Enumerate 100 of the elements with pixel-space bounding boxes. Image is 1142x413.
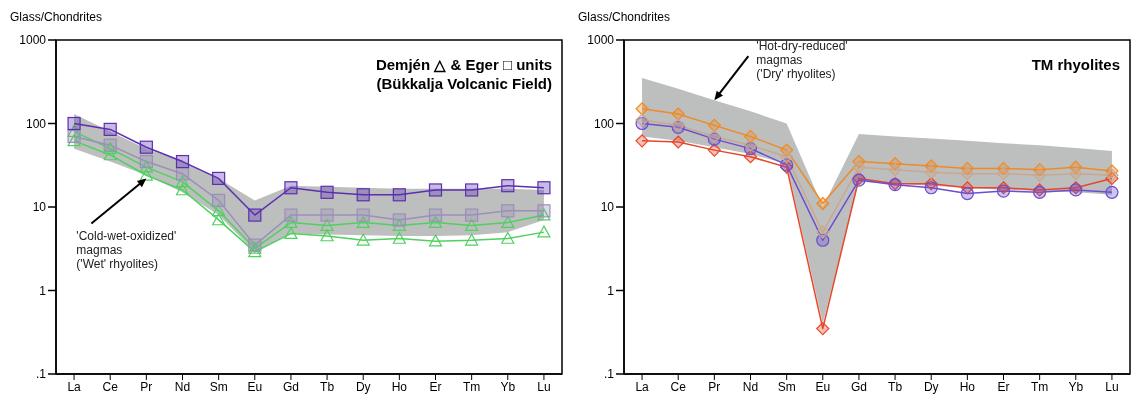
- point: [671, 135, 685, 149]
- y-axis-title: Glass/Chondrites: [10, 10, 103, 24]
- point: [707, 118, 721, 132]
- point: [1069, 167, 1083, 181]
- x-tick-label: Lu: [1105, 379, 1119, 394]
- point: [888, 163, 902, 177]
- point: [428, 234, 443, 247]
- point: [671, 107, 685, 121]
- point: [635, 134, 649, 148]
- point: [537, 181, 551, 195]
- point: [635, 113, 649, 127]
- point: [212, 213, 226, 226]
- x-tick-label: Yb: [500, 379, 516, 394]
- point: [392, 213, 406, 227]
- y-tick-label: 100: [25, 116, 47, 131]
- point: [501, 216, 515, 229]
- point: [356, 208, 370, 222]
- x-tick-label: Ho: [391, 379, 408, 394]
- point: [465, 218, 479, 231]
- x-tick-label: Sm: [209, 379, 228, 394]
- point: [501, 231, 515, 244]
- x-tick-label: Sm: [777, 379, 796, 394]
- y-tick-label: 1000: [19, 33, 47, 48]
- x-tick-label: Ho: [959, 379, 976, 394]
- point: [465, 233, 479, 246]
- point: [1105, 168, 1119, 182]
- point: [356, 188, 370, 202]
- point: [212, 204, 226, 217]
- point: [248, 245, 262, 258]
- point: [392, 231, 406, 244]
- point: [501, 179, 515, 193]
- point: [139, 140, 153, 154]
- point: [67, 116, 81, 131]
- y-tick-label: 100: [593, 116, 615, 131]
- point: [356, 233, 370, 246]
- point: [465, 208, 479, 222]
- point: [392, 218, 406, 231]
- point: [284, 216, 298, 229]
- point: [1105, 185, 1119, 199]
- y-tick-label: 10: [600, 200, 615, 215]
- text: TM rhyolites: [1031, 56, 1120, 73]
- point: [212, 171, 226, 186]
- x-tick-label: Tb: [888, 379, 903, 394]
- x-tick-label: La: [67, 379, 82, 394]
- point: [465, 183, 479, 197]
- x-tick-label: Nd: [742, 379, 759, 394]
- point: [103, 148, 117, 161]
- x-tick-label: Pr: [140, 379, 153, 394]
- point: [139, 168, 153, 181]
- point: [816, 225, 830, 239]
- point: [924, 181, 938, 195]
- x-tick-label: Er: [429, 379, 442, 394]
- point: [1033, 168, 1047, 182]
- point: [67, 124, 81, 137]
- point: [175, 175, 190, 188]
- point: [175, 183, 190, 196]
- point: [320, 229, 334, 242]
- point: [284, 208, 298, 222]
- x-tick-label: Tm: [1030, 379, 1049, 394]
- y-tick-label: 1: [39, 283, 47, 298]
- y-tick-label: 10: [32, 200, 47, 215]
- point: [960, 167, 974, 181]
- x-tick-label: Lu: [537, 379, 551, 394]
- point: [284, 227, 298, 240]
- point: [392, 188, 406, 202]
- point: [996, 167, 1011, 181]
- x-tick-label: Er: [997, 379, 1010, 394]
- x-tick-label: Gd: [282, 379, 299, 394]
- x-tick-label: La: [635, 379, 650, 394]
- y-tick-label: .1: [35, 367, 47, 382]
- y-axis-title: Glass/Chondrites: [578, 10, 671, 24]
- x-tick-label: Eu: [247, 379, 263, 394]
- x-tick-label: Dy: [355, 379, 371, 394]
- x-tick-label: Ce: [102, 379, 119, 394]
- point: [67, 134, 81, 147]
- point: [356, 216, 370, 229]
- x-tick-label: Dy: [923, 379, 939, 394]
- point: [175, 167, 190, 181]
- point: [780, 150, 794, 164]
- x-tick-label: Nd: [174, 379, 191, 394]
- point: [428, 208, 443, 222]
- point: [320, 208, 334, 222]
- x-tick-label: Tb: [320, 379, 335, 394]
- text: Demjén △ & Eger □ units (Bükkalja Volcanic Field): [375, 56, 552, 92]
- point: [212, 193, 226, 207]
- point: [428, 216, 443, 229]
- point: [960, 186, 974, 201]
- point: [103, 142, 117, 155]
- point: [537, 225, 551, 238]
- point: [852, 160, 866, 174]
- annotation: 'Cold-wet-oxidized' magmas ('Wet' rhyolites): [76, 229, 177, 272]
- point: [175, 154, 190, 169]
- annotation: 'Hot-dry-reduced' magmas ('Dry' rhyolites): [756, 39, 848, 82]
- point: [320, 218, 334, 231]
- x-tick-label: Gd: [850, 379, 867, 394]
- x-tick-label: Tm: [462, 379, 481, 394]
- x-tick-label: Eu: [815, 379, 831, 394]
- point: [320, 185, 334, 199]
- y-tick-label: .1: [603, 367, 615, 382]
- point: [635, 102, 649, 116]
